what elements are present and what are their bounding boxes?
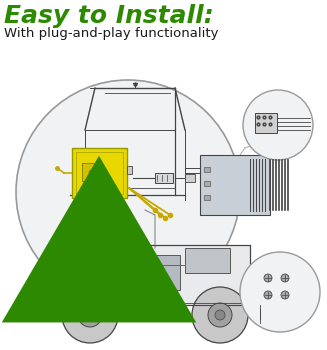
Bar bbox=[70, 255, 120, 290]
Circle shape bbox=[281, 291, 289, 299]
Circle shape bbox=[240, 252, 320, 332]
Bar bbox=[82, 163, 100, 181]
Bar bbox=[255, 113, 277, 133]
Text: Easy to Install:: Easy to Install: bbox=[4, 4, 214, 28]
Circle shape bbox=[264, 291, 272, 299]
Circle shape bbox=[281, 274, 289, 282]
Bar bbox=[204, 195, 210, 200]
Circle shape bbox=[264, 274, 272, 282]
Circle shape bbox=[78, 303, 102, 327]
Bar bbox=[155, 173, 173, 183]
Text: With plug-and-play functionality: With plug-and-play functionality bbox=[4, 27, 218, 40]
Bar bbox=[204, 181, 210, 186]
FancyBboxPatch shape bbox=[60, 228, 135, 250]
Bar bbox=[185, 174, 195, 182]
Bar bbox=[76, 152, 123, 194]
Circle shape bbox=[16, 80, 240, 304]
Bar bbox=[127, 166, 132, 174]
Circle shape bbox=[192, 287, 248, 343]
Circle shape bbox=[208, 303, 232, 327]
Bar bbox=[135, 255, 180, 290]
Bar bbox=[185, 248, 230, 273]
Circle shape bbox=[85, 310, 95, 320]
Circle shape bbox=[62, 287, 118, 343]
Bar bbox=[200, 155, 270, 215]
Bar bbox=[204, 167, 210, 172]
Circle shape bbox=[215, 310, 225, 320]
FancyBboxPatch shape bbox=[55, 245, 250, 305]
Bar bbox=[72, 148, 127, 198]
Circle shape bbox=[243, 90, 313, 160]
